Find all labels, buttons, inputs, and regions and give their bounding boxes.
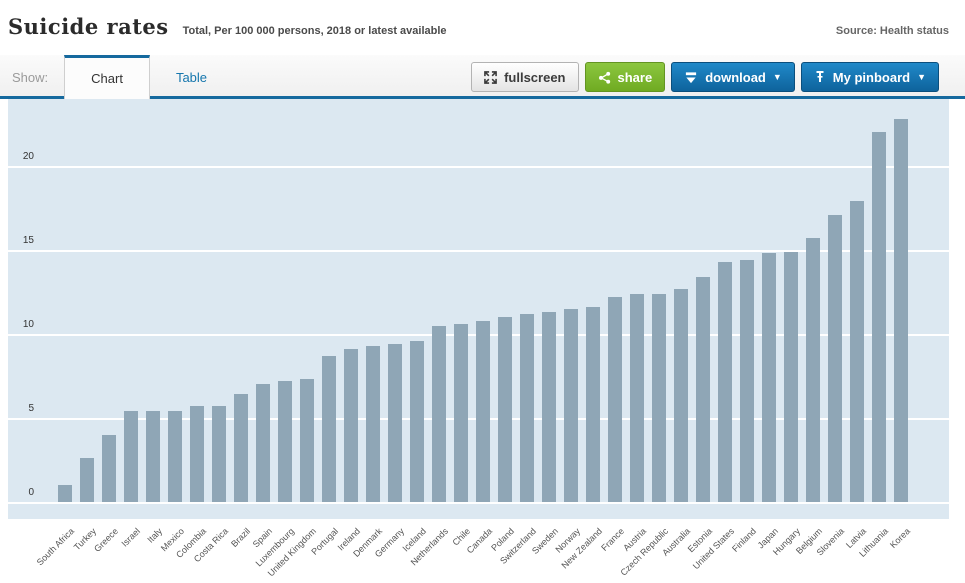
tab-table-label: Table (175, 69, 208, 85)
bar-australia[interactable] (674, 289, 688, 502)
pin-icon (814, 70, 826, 84)
bar-luxembourg[interactable] (278, 381, 292, 502)
bar-lithuania[interactable] (872, 132, 886, 502)
bar-switzerland[interactable] (520, 314, 534, 502)
fullscreen-button-label: fullscreen (504, 69, 566, 85)
bar-united-states[interactable] (718, 262, 732, 502)
bar-ireland[interactable] (344, 349, 358, 502)
bar-mexico[interactable] (168, 411, 182, 502)
bar-new-zealand[interactable] (586, 307, 600, 502)
fullscreen-button[interactable]: fullscreen (471, 62, 579, 92)
x-axis-label: Israel (119, 526, 143, 549)
x-axis-labels: South Africa Turkey Greece Israel Italy Mexic… (8, 519, 949, 583)
y-axis-tick-label: 15 (22, 235, 34, 246)
caret-down-icon: ▼ (917, 71, 926, 82)
bar-slovenia[interactable] (828, 215, 842, 502)
page-title: Suicide rates (8, 14, 169, 39)
bar-poland[interactable] (498, 317, 512, 502)
y-axis-tick-label: 0 (28, 487, 34, 498)
x-axis-label: France (599, 526, 627, 553)
x-axis-label: Korea (888, 526, 913, 551)
toolbar: Show: Chart Table fullscreen (0, 55, 965, 99)
share-button[interactable]: share (584, 62, 666, 92)
tab-table[interactable]: Table (150, 55, 233, 99)
source-label: Source: Health status (835, 25, 949, 37)
share-icon (598, 71, 611, 84)
bar-portugal[interactable] (322, 356, 336, 502)
bar-korea[interactable] (894, 119, 908, 502)
download-button[interactable]: download ▼ (671, 62, 795, 92)
y-axis-tick-label: 10 (22, 319, 34, 330)
bar-greece[interactable] (102, 435, 116, 502)
toolbar-buttons: fullscreen share (471, 62, 939, 92)
bar-chart-plot-area: 0 5 10 15 20 (8, 99, 949, 519)
bar-czech-republic[interactable] (652, 294, 666, 502)
download-button-label: download (705, 69, 766, 85)
x-axis-label: Brazil (229, 526, 253, 549)
bar-japan[interactable] (762, 253, 776, 502)
bar-spain[interactable] (256, 384, 270, 502)
download-icon (684, 71, 698, 84)
y-axis-tick-label: 20 (22, 151, 34, 162)
tab-chart[interactable]: Chart (64, 55, 150, 99)
bar-sweden[interactable] (542, 312, 556, 502)
bar-iceland[interactable] (410, 341, 424, 502)
bar-denmark[interactable] (366, 346, 380, 502)
bar-chile[interactable] (454, 324, 468, 502)
bar-colombia[interactable] (190, 406, 204, 502)
bar-belgium[interactable] (806, 238, 820, 502)
bar-brazil[interactable] (234, 394, 248, 502)
bar-finland[interactable] (740, 260, 754, 502)
bar-netherlands[interactable] (432, 326, 446, 502)
tab-chart-label: Chart (91, 71, 123, 86)
bar-costa-rica[interactable] (212, 406, 226, 502)
gridline (8, 250, 949, 252)
bar-austria[interactable] (630, 294, 644, 502)
x-axis-label: Finland (730, 526, 759, 554)
x-axis-label: Greece (92, 526, 121, 554)
show-label: Show: (12, 69, 49, 85)
bar-hungary[interactable] (784, 252, 798, 502)
page-header: Suicide rates Total, Per 100 000 persons… (0, 0, 965, 55)
fullscreen-icon (484, 70, 497, 84)
bar-germany[interactable] (388, 344, 402, 502)
bar-south-africa[interactable] (58, 485, 72, 502)
share-button-label: share (617, 69, 653, 85)
pinboard-button[interactable]: My pinboard ▼ (800, 62, 939, 92)
bar-italy[interactable] (146, 411, 160, 502)
bar-france[interactable] (608, 297, 622, 502)
y-axis-tick-label: 5 (28, 403, 34, 414)
bar-canada[interactable] (476, 321, 490, 502)
x-axis-label: South Africa (34, 526, 77, 568)
page-subtitle: Total, Per 100 000 persons, 2018 or late… (182, 25, 447, 37)
bar-united-kingdom[interactable] (300, 379, 314, 502)
bar-turkey[interactable] (80, 458, 94, 502)
bar-israel[interactable] (124, 411, 138, 502)
bar-latvia[interactable] (850, 201, 864, 502)
pinboard-button-label: My pinboard (832, 69, 911, 85)
gridline (8, 166, 949, 168)
bar-estonia[interactable] (696, 277, 710, 502)
bar-norway[interactable] (564, 309, 578, 502)
gridline (8, 502, 949, 504)
caret-down-icon: ▼ (772, 71, 782, 82)
